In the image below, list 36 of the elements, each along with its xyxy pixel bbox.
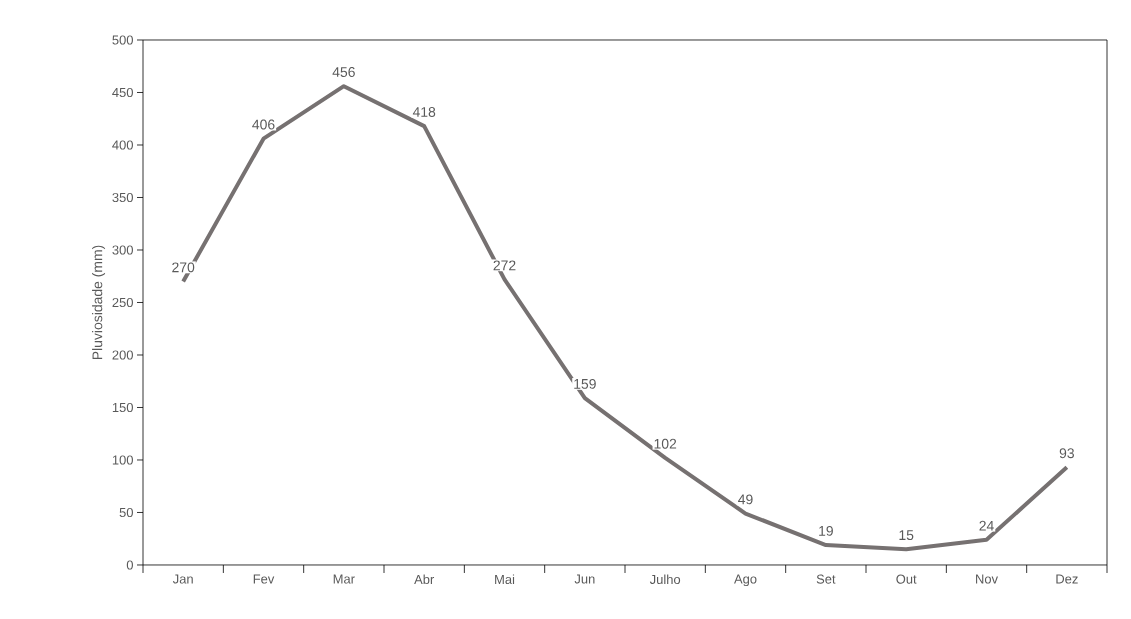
x-tick-label: Dez — [1056, 574, 1078, 584]
data-label: 19 — [819, 525, 833, 536]
y-axis-title: Pluviosidade (mm) — [92, 245, 106, 360]
data-label: 406 — [252, 119, 275, 130]
data-label: 272 — [493, 260, 516, 271]
x-tick-label: Fev — [253, 574, 275, 584]
data-label: 159 — [574, 378, 596, 389]
x-tick-label: Julho — [649, 574, 681, 585]
x-tick-label: Jan — [172, 574, 193, 584]
x-tick-label: Mar — [333, 574, 355, 584]
data-label: 456 — [332, 67, 355, 77]
y-tick-label: 0 — [126, 560, 133, 570]
y-tick-label: 300 — [112, 245, 133, 255]
x-tick-label: Nov — [976, 574, 998, 584]
data-label: 49 — [738, 494, 753, 505]
data-label: 24 — [979, 520, 994, 531]
data-label: 270 — [172, 262, 195, 273]
x-tick-label: Abr — [414, 574, 435, 585]
data-label: 102 — [654, 438, 677, 449]
y-tick-label: 250 — [112, 297, 133, 308]
y-tick-label: 450 — [112, 87, 133, 98]
data-label: 93 — [1059, 448, 1074, 459]
x-tick-label: Jun — [574, 574, 595, 584]
y-tick-label: 100 — [112, 455, 133, 465]
x-tick-label: Set — [816, 574, 836, 584]
x-tick-label: Ago — [734, 574, 757, 587]
y-tick-label: 200 — [112, 350, 133, 360]
y-tick-label: 400 — [112, 140, 133, 150]
y-tick-label: 500 — [112, 35, 133, 45]
data-label: 418 — [412, 107, 436, 117]
y-tick-label: 150 — [112, 402, 133, 413]
y-tick-label: 350 — [112, 192, 133, 203]
y-tick-label: 50 — [119, 507, 133, 518]
x-tick-label: Out — [896, 574, 917, 584]
x-tick-label: Mai — [495, 574, 515, 585]
data-label: 15 — [899, 530, 914, 541]
